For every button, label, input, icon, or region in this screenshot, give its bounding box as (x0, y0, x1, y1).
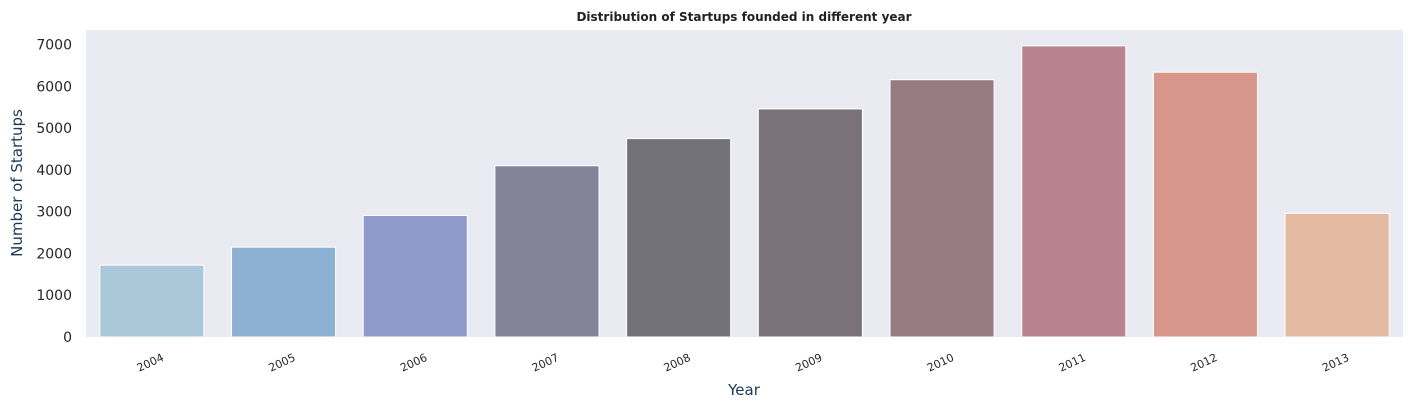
y-axis-ticks: 0 1000 2000 3000 4000 5000 6000 7000 (36, 38, 72, 346)
bar-2010 (889, 79, 995, 338)
x-tick-label: 2010 (925, 351, 956, 375)
x-axis-ticks: 2004 2005 2006 2007 2008 2009 2010 2011 2012 2013 (135, 351, 1351, 375)
bar-2011 (1021, 45, 1127, 338)
y-tick-label: 4000 (36, 163, 72, 179)
bars-group (99, 45, 1390, 338)
y-tick-label: 5000 (36, 121, 72, 137)
x-tick-label: 2013 (1320, 351, 1351, 375)
y-tick-label: 7000 (36, 38, 72, 54)
y-tick-label: 2000 (36, 246, 72, 262)
y-tick-label: 1000 (36, 288, 72, 304)
x-tick-label: 2008 (662, 351, 693, 375)
y-tick-label: 0 (63, 330, 72, 346)
x-tick-label: 2006 (398, 351, 429, 375)
y-tick-label: 3000 (36, 205, 72, 221)
x-tick-label: 2007 (530, 351, 561, 375)
bar-2004 (99, 264, 205, 338)
bar-2008 (626, 138, 732, 338)
y-tick-label: 6000 (36, 79, 72, 95)
bar-2013 (1284, 212, 1390, 338)
x-tick-label: 2004 (135, 351, 166, 375)
x-tick-label: 2011 (1057, 351, 1088, 375)
bar-2006 (362, 214, 468, 338)
bar-2007 (494, 165, 600, 338)
bar-2005 (231, 246, 337, 338)
bar-2012 (1152, 71, 1258, 338)
x-tick-label: 2012 (1189, 351, 1220, 375)
chart-title: Distribution of Startups founded in diff… (576, 10, 911, 24)
x-axis-label: Year (727, 381, 761, 399)
x-tick-label: 2005 (267, 351, 298, 375)
x-tick-label: 2009 (793, 351, 824, 375)
bar-2009 (757, 108, 863, 338)
y-axis-label: Number of Startups (8, 109, 26, 257)
